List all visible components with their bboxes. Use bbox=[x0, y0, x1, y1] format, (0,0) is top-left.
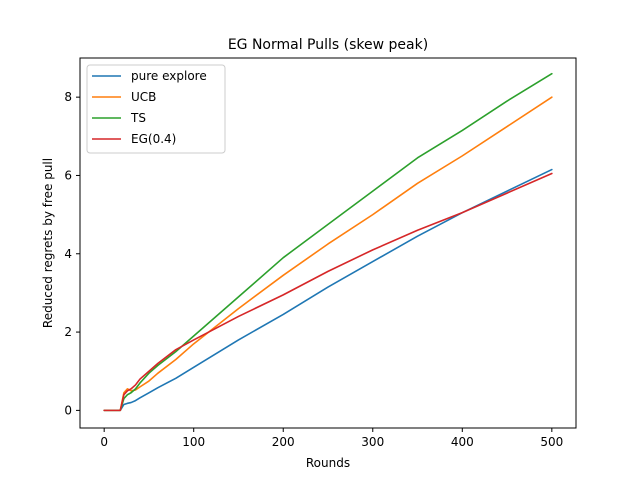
x-tick-label: 100 bbox=[182, 435, 205, 449]
x-axis-label: Rounds bbox=[306, 456, 350, 470]
x-tick-label: 0 bbox=[100, 435, 108, 449]
legend-box bbox=[86, 64, 226, 154]
y-tick-label: 0 bbox=[64, 403, 72, 417]
series-line-2 bbox=[103, 72, 553, 412]
x-tick-label: 200 bbox=[272, 435, 295, 449]
y-tick-label: 2 bbox=[64, 325, 72, 339]
series-line-1 bbox=[103, 96, 553, 412]
y-axis-label: Reduced regrets by free pull bbox=[41, 158, 55, 328]
legend-label-3: EG(0.4) bbox=[131, 132, 176, 146]
legend-label-0: pure explore bbox=[131, 69, 207, 83]
chart-title: EG Normal Pulls (skew peak) bbox=[228, 37, 428, 53]
x-tick-label: 400 bbox=[451, 435, 474, 449]
legend-items: pure explore UCB TS EG(0.4) bbox=[92, 69, 207, 146]
y-tick-label: 4 bbox=[64, 247, 72, 261]
x-tick-label: 300 bbox=[361, 435, 384, 449]
y-tick-label: 6 bbox=[64, 168, 72, 182]
series-line-3 bbox=[103, 172, 553, 412]
x-tick-label: 500 bbox=[540, 435, 563, 449]
legend: pure explore UCB TS EG(0.4) bbox=[86, 64, 226, 154]
series-layer bbox=[103, 72, 553, 412]
x-axis-ticks: 0 100 200 300 400 500 bbox=[100, 428, 563, 449]
y-tick-label: 8 bbox=[64, 90, 72, 104]
legend-label-2: TS bbox=[130, 111, 146, 125]
series-line-0 bbox=[103, 168, 553, 412]
legend-label-1: UCB bbox=[131, 90, 156, 104]
y-axis-ticks: 0 2 4 6 8 bbox=[64, 90, 80, 417]
